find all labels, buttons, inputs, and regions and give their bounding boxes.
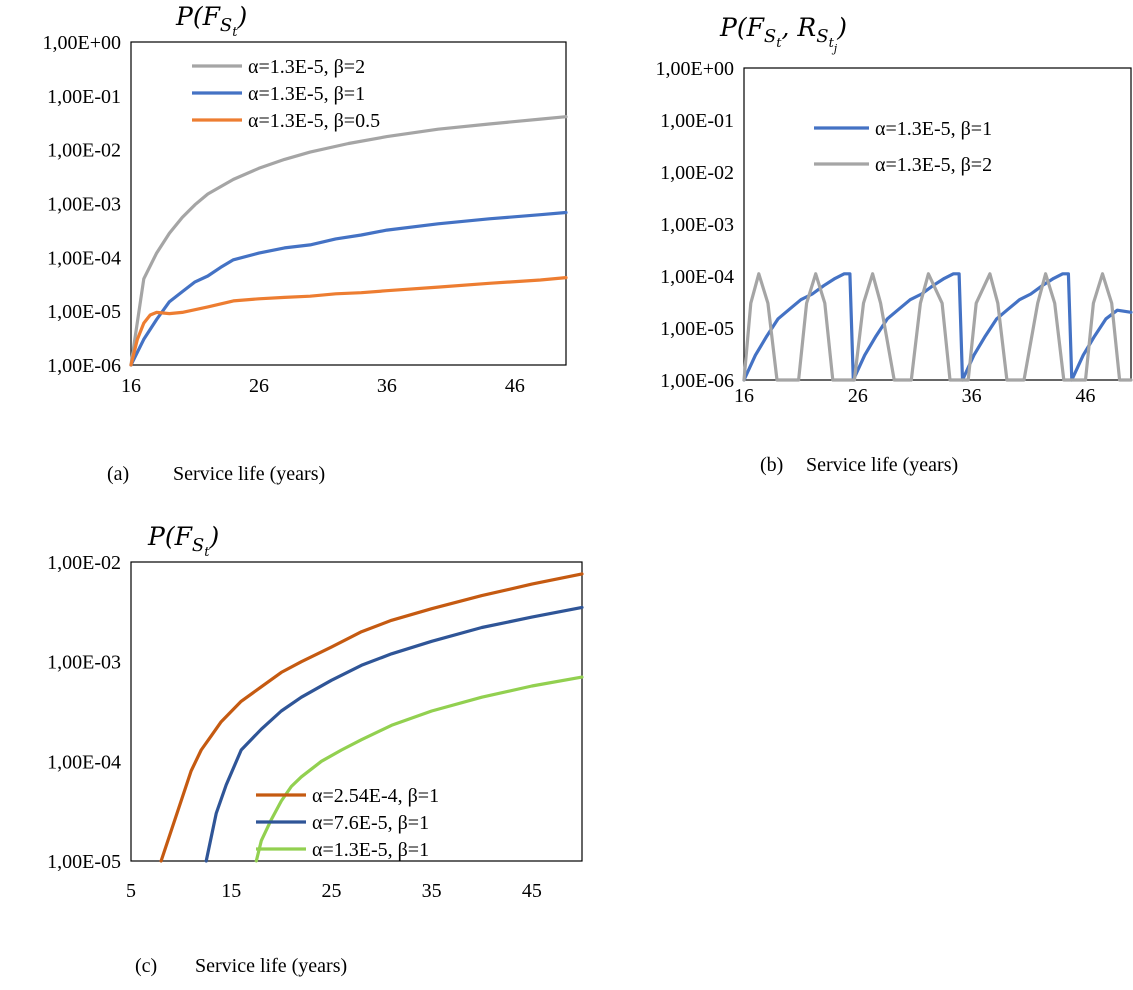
chart-b-x-ticks: 16 26 36 46 xyxy=(734,385,1095,407)
chart-a-x-tick-label: 26 xyxy=(249,375,269,397)
chart-a-x-ticks: 16 26 36 46 xyxy=(121,375,525,397)
chart-b-x-tick-label: 26 xyxy=(848,385,868,407)
chart-a-caption-marker: (a) xyxy=(107,463,129,485)
chart-a-series-line-3 xyxy=(129,276,568,367)
chart-b-x-tick-label: 46 xyxy=(1075,385,1095,407)
chart-b-plot-frame xyxy=(743,67,1132,381)
chart-a-ylabel-sub: S xyxy=(220,15,232,36)
chart-b-y-tick-label: 1,00E-02 xyxy=(660,162,734,184)
chart-a-x-tick-label: 46 xyxy=(505,375,525,397)
chart-b-x-axis-label: Service life (years) xyxy=(806,454,958,476)
chart-c-y-tick-label: 1,00E-02 xyxy=(47,552,121,574)
chart-c-series-line-3 xyxy=(254,675,584,863)
chart-a-series-line-1 xyxy=(129,115,568,367)
chart-c-y-tick-label: 1,00E-03 xyxy=(47,652,121,674)
chart-c-plot-frame xyxy=(130,561,583,862)
chart-c-ylabel-close: ) xyxy=(209,522,220,551)
chart-a-y-tick-label: 1,00E+00 xyxy=(43,32,122,54)
chart-b-ylabel-mid: , R xyxy=(782,13,817,42)
chart-a-y-tick-label: 1,00E-02 xyxy=(47,140,121,162)
chart-a-plot-frame xyxy=(130,41,567,366)
chart-a: P(FSt) 1,00E+001,00E-011,00E-021,00E-031… xyxy=(43,2,568,485)
chart-b-series-line-1 xyxy=(742,272,1133,382)
chart-a-x-axis-label: Service life (years) xyxy=(173,463,325,485)
chart-a-ylabel-subsub: t xyxy=(232,25,238,40)
chart-a-y-tick-label: 1,00E-06 xyxy=(47,355,121,377)
chart-a-series-line-2 xyxy=(129,210,568,367)
chart-c-ylabel-main: P(F xyxy=(147,522,194,551)
chart-b-y-tick-label: 1,00E+00 xyxy=(656,58,735,80)
chart-a-series xyxy=(129,115,568,367)
chart-b-legend-label-1: α=1.3E-5, β=1 xyxy=(875,118,992,140)
chart-a-x-tick-label: 36 xyxy=(377,375,397,397)
chart-a-ylabel-close: ) xyxy=(237,2,248,31)
chart-a-ylabel-main: P(F xyxy=(175,2,222,31)
chart-b-ylabel-sub: S xyxy=(764,26,776,47)
chart-b-y-tick-label: 1,00E-06 xyxy=(660,370,734,392)
chart-c-x-tick-label: 45 xyxy=(522,880,542,902)
chart-b-ylabel-sub2: S xyxy=(816,26,828,47)
chart-c-y-tick-label: 1,00E-05 xyxy=(47,851,121,873)
chart-b-series xyxy=(742,272,1133,382)
chart-c-x-tick-label: 25 xyxy=(321,880,341,902)
chart-c-x-tick-label: 35 xyxy=(422,880,442,902)
chart-a-y-tick-label: 1,00E-01 xyxy=(47,86,121,108)
chart-a-y-tick-label: 1,00E-05 xyxy=(47,301,121,323)
chart-a-x-tick-label: 16 xyxy=(121,375,141,397)
chart-c-y-tick-label: 1,00E-04 xyxy=(47,751,121,773)
chart-c-legend-label-2: α=7.6E-5, β=1 xyxy=(312,812,429,834)
chart-b-ylabel-main: P(F xyxy=(719,13,766,42)
chart-c-ylabel-subsub: t xyxy=(204,545,210,560)
chart-b-ylabel-subsub2: t xyxy=(829,36,835,51)
chart-c-caption-marker: (c) xyxy=(135,955,157,977)
chart-b-ylabel-close: ) xyxy=(836,13,847,42)
chart-b-x-tick-label: 16 xyxy=(734,385,754,407)
chart-a-legend: α=1.3E-5, β=2 α=1.3E-5, β=1 α=1.3E-5, β=0.… xyxy=(192,56,380,132)
chart-b-y-tick-label: 1,00E-03 xyxy=(660,214,734,236)
chart-b-y-tick-label: 1,00E-01 xyxy=(660,110,734,132)
chart-c-legend-label-3: α=1.3E-5, β=1 xyxy=(312,839,429,861)
chart-c-y-ticks: 1,00E-02 1,00E-03 1,00E-04 1,00E-05 xyxy=(47,552,121,873)
chart-b-x-tick-label: 36 xyxy=(962,385,982,407)
chart-c-ylabel-sub: S xyxy=(192,535,204,556)
chart-a-y-tick-label: 1,00E-03 xyxy=(47,194,121,216)
chart-c-series-line-1 xyxy=(159,572,584,863)
chart-c-legend: α=2.54E-4, β=1 α=7.6E-5, β=1 α=1.3E-5, β=1 xyxy=(256,785,439,861)
chart-c-y-label: P(FSt) xyxy=(147,522,219,560)
chart-b-y-tick-label: 1,00E-04 xyxy=(660,266,734,288)
chart-a-legend-label-3: α=1.3E-5, β=0.5 xyxy=(248,110,380,132)
chart-c-x-axis-label: Service life (years) xyxy=(195,955,347,977)
chart-b-ylabel-subsubsub2: j xyxy=(831,42,838,55)
chart-b-ylabel-subsub: t xyxy=(776,36,782,51)
chart-b-y-tick-label: 1,00E-05 xyxy=(660,318,734,340)
chart-b-caption-marker: (b) xyxy=(760,454,783,476)
chart-b-y-label: P(FSt, RStj) xyxy=(719,13,847,55)
chart-b-series-line-2 xyxy=(742,272,1133,382)
chart-c-x-tick-label: 5 xyxy=(126,880,136,902)
chart-a-legend-label-1: α=1.3E-5, β=2 xyxy=(248,56,365,78)
chart-c-series xyxy=(159,572,584,863)
chart-c-legend-label-1: α=2.54E-4, β=1 xyxy=(312,785,439,807)
chart-a-legend-label-2: α=1.3E-5, β=1 xyxy=(248,83,365,105)
chart-a-y-tick-label: 1,00E-04 xyxy=(47,247,121,269)
chart-c-x-tick-label: 15 xyxy=(221,880,241,902)
chart-c-x-ticks: 5 15 25 35 45 xyxy=(126,880,542,902)
chart-b-y-ticks: 1,00E+00 1,00E-01 1,00E-02 1,00E-03 1,00E-04… xyxy=(656,58,735,392)
chart-a-y-ticks: 1,00E+00 1,00E-01 1,00E-02 1,00E-03 1,00E-04… xyxy=(43,32,122,377)
chart-a-y-label: P(FSt) xyxy=(175,2,247,40)
chart-c: P(FSt) 1,00E-021,00E-031,00E-041,00E-05 … xyxy=(47,522,584,977)
chart-b: P(FSt, RStj) 1,00E+001,00E-011,00E-021,0… xyxy=(656,13,1133,476)
chart-b-legend: α=1.3E-5, β=1 α=1.3E-5, β=2 xyxy=(814,118,992,176)
chart-c-series-line-2 xyxy=(204,605,584,863)
chart-b-legend-label-2: α=1.3E-5, β=2 xyxy=(875,154,992,176)
